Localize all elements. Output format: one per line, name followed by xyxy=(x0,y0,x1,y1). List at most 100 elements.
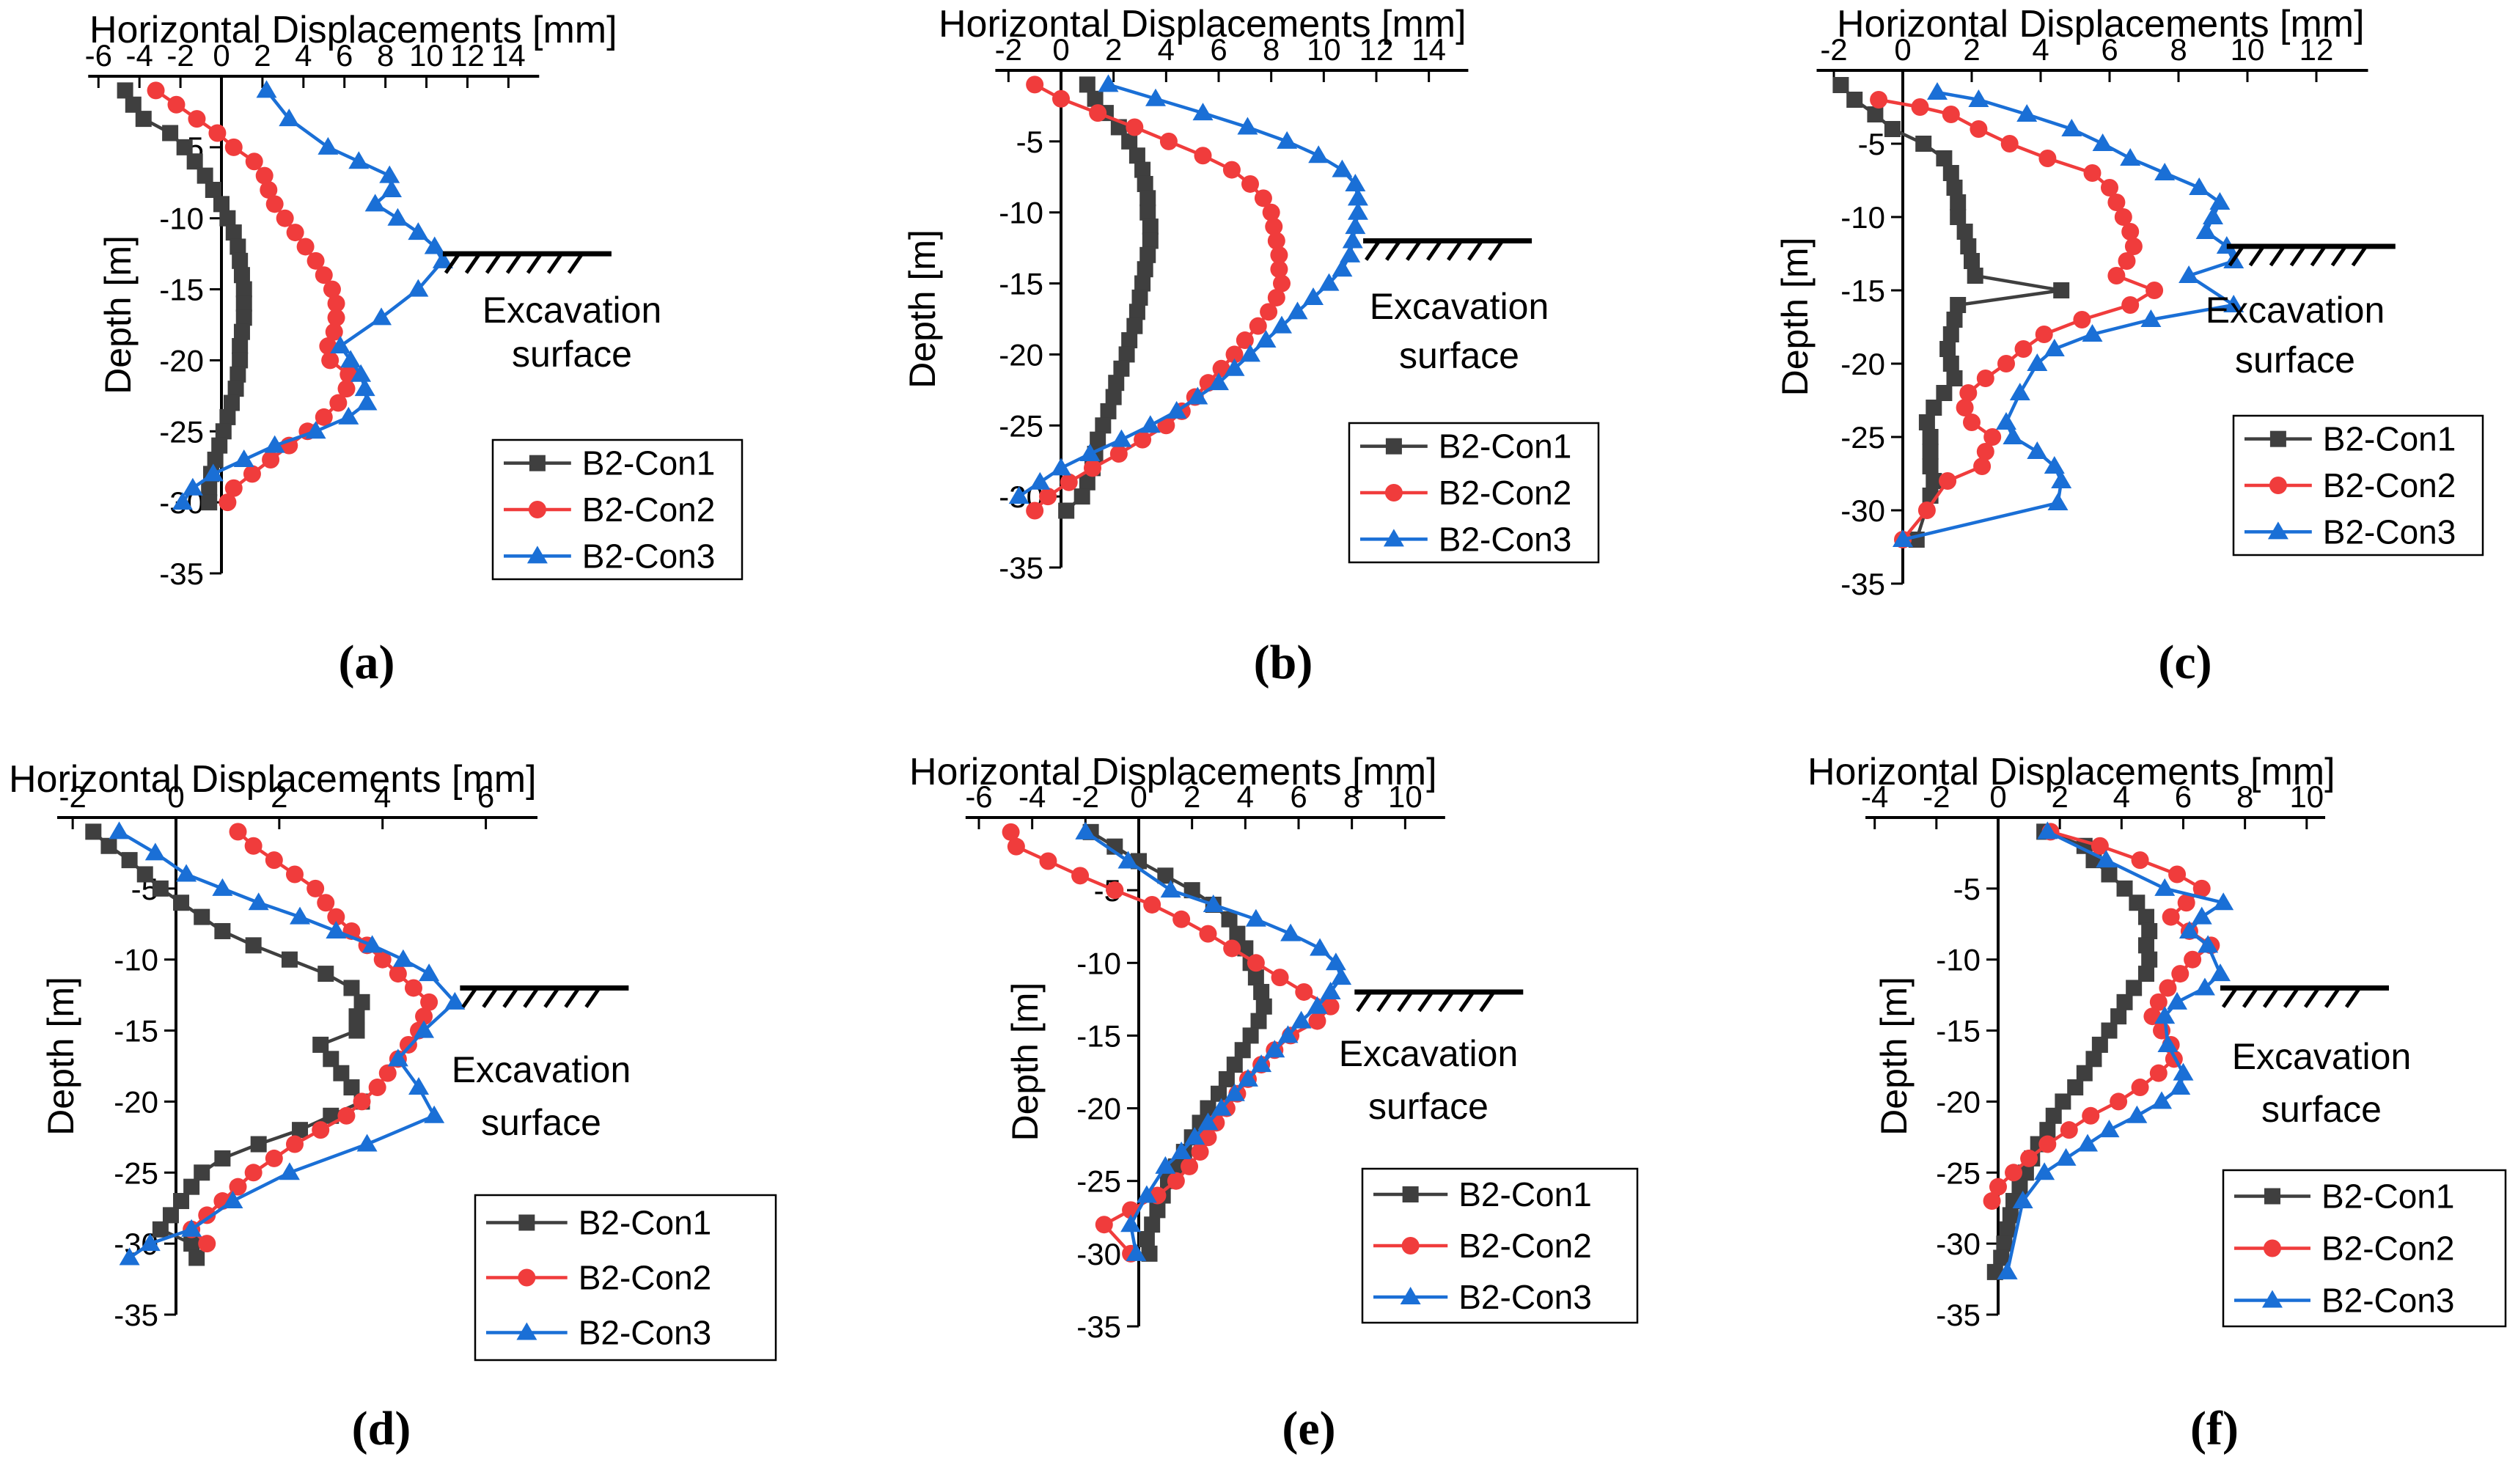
data-point xyxy=(1273,274,1291,293)
data-point xyxy=(1200,1100,1216,1117)
hatch-mark xyxy=(485,252,502,274)
data-point xyxy=(1956,224,1973,240)
data-point xyxy=(1128,147,1145,164)
chart-panel-b: Horizontal Displacements [mm]-2 0 2 4 6 8 10 12… xyxy=(902,3,1600,689)
legend-swatch-marker xyxy=(1383,529,1404,547)
x-tick-label: -6 xyxy=(85,38,112,73)
data-point xyxy=(389,965,407,983)
data-point xyxy=(1956,399,1974,416)
hatch-mark xyxy=(543,987,560,1008)
legend-swatch-marker xyxy=(1384,484,1403,502)
data-point xyxy=(325,323,343,341)
data-point xyxy=(414,1020,435,1038)
x-tick-label: 14 xyxy=(1412,32,1446,67)
data-point xyxy=(312,1121,330,1139)
data-point xyxy=(2016,104,2038,122)
data-point xyxy=(176,139,193,155)
data-point xyxy=(1113,360,1130,377)
x-tick-label: 6 xyxy=(1290,779,1307,814)
series-b2-con1 xyxy=(1832,77,2070,548)
hatch-mark xyxy=(1417,991,1434,1013)
x-axis-label: Horizontal Displacements [mm] xyxy=(939,3,1467,45)
data-point xyxy=(279,1162,300,1180)
data-point xyxy=(152,1221,169,1238)
x-tick-label: 2 xyxy=(1963,32,1980,67)
data-point xyxy=(1139,190,1156,207)
y-tick-label: -5 xyxy=(1953,872,1981,906)
data-point xyxy=(2149,993,2168,1011)
legend-swatch-marker xyxy=(518,1268,536,1287)
x-tick-label: 10 xyxy=(409,38,444,73)
data-point xyxy=(264,435,285,453)
x-tick-label: 6 xyxy=(1210,32,1227,67)
data-point xyxy=(1139,246,1156,263)
data-point xyxy=(2012,1191,2033,1209)
data-point xyxy=(167,95,186,114)
hatch-mark xyxy=(2283,987,2300,1008)
data-point xyxy=(1325,952,1346,971)
data-point xyxy=(229,1178,247,1196)
data-point xyxy=(144,842,166,861)
data-point xyxy=(1262,203,1280,221)
data-point xyxy=(353,1092,371,1111)
excavation-surface-marker xyxy=(1363,238,1533,261)
hatch-mark xyxy=(1438,991,1455,1013)
data-point xyxy=(2168,865,2187,884)
data-point xyxy=(1144,1216,1161,1233)
hatch-mark xyxy=(1447,240,1464,261)
legend-swatch-marker xyxy=(1400,1287,1421,1304)
data-point xyxy=(1184,1127,1205,1145)
x-tick-label: 8 xyxy=(377,38,394,73)
data-point xyxy=(1936,385,1953,401)
data-point xyxy=(1993,1249,2010,1266)
data-point xyxy=(2141,922,2158,939)
data-point xyxy=(182,477,203,496)
legend-label: B2-Con1 xyxy=(2323,420,2456,458)
legend-label: B2-Con2 xyxy=(582,491,716,529)
data-point xyxy=(1172,910,1191,928)
data-point xyxy=(2110,1092,2128,1111)
data-point xyxy=(1321,997,1340,1015)
series-line xyxy=(1033,83,1284,513)
data-point xyxy=(1989,1178,2007,1196)
data-point xyxy=(1008,486,1029,504)
data-point xyxy=(211,437,228,454)
legend-swatch-marker xyxy=(2269,477,2287,494)
legend-label: B2-Con2 xyxy=(1439,474,1572,512)
series-b2-con2 xyxy=(1026,76,1291,520)
data-point xyxy=(1187,386,1208,405)
data-point xyxy=(233,449,254,468)
y-tick-label: -20 xyxy=(1936,1084,1981,1119)
data-point xyxy=(1199,1128,1217,1147)
hatch-mark xyxy=(1467,240,1484,261)
data-point xyxy=(1997,355,2015,372)
data-point xyxy=(1997,1261,2018,1279)
data-point xyxy=(296,238,315,256)
series-line xyxy=(1018,83,1360,499)
x-axis-label: Horizontal Displacements [mm] xyxy=(1837,3,2365,45)
y-tick-label: -25 xyxy=(1936,1156,1981,1190)
data-point xyxy=(1832,77,1849,93)
data-point xyxy=(1247,954,1265,972)
data-point xyxy=(1237,1068,1258,1087)
data-point xyxy=(290,906,311,925)
data-point xyxy=(1149,1202,1166,1219)
data-point xyxy=(2209,192,2231,210)
legend-label: B2-Con3 xyxy=(2321,1282,2455,1320)
data-point xyxy=(1241,175,1259,193)
data-point xyxy=(1052,89,1070,108)
legend-label: B2-Con3 xyxy=(2323,513,2456,551)
data-point xyxy=(197,167,213,184)
data-point xyxy=(188,1249,205,1266)
data-point xyxy=(1079,444,1101,462)
excavation-label: surface xyxy=(2261,1089,2382,1130)
data-point xyxy=(1287,301,1308,320)
data-point xyxy=(198,1206,216,1224)
data-point xyxy=(1071,867,1090,885)
data-point xyxy=(2126,1105,2148,1123)
y-tick-label: -10 xyxy=(999,196,1043,230)
legend-label: B2-Con2 xyxy=(1458,1227,1592,1265)
data-point xyxy=(1039,488,1057,506)
data-point xyxy=(1922,444,1939,460)
data-point xyxy=(1970,120,1988,138)
